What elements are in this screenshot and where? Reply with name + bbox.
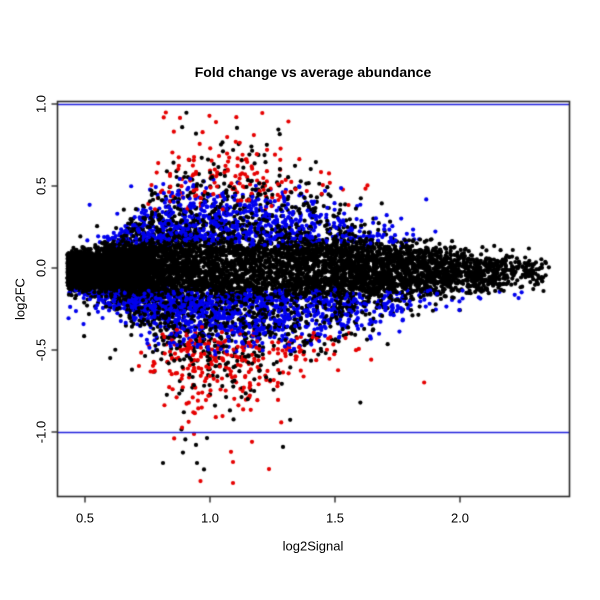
y-tick-label: 0.5 [33,176,49,196]
y-tick-label: -1.0 [33,420,49,444]
x-tick-label: 2.0 [450,510,470,526]
x-axis-label: log2Signal [282,538,344,554]
y-tick-label: -0.5 [33,338,49,362]
y-tick-label: 1.0 [33,94,49,114]
x-tick-label: 0.5 [75,510,95,526]
x-tick-label: 1.0 [200,510,220,526]
x-tick-label: 1.5 [325,510,345,526]
y-tick-label: 0.0 [33,258,49,278]
y-axis-label: log2FC [12,278,28,320]
chart-title: Fold change vs average abundance [194,64,432,80]
